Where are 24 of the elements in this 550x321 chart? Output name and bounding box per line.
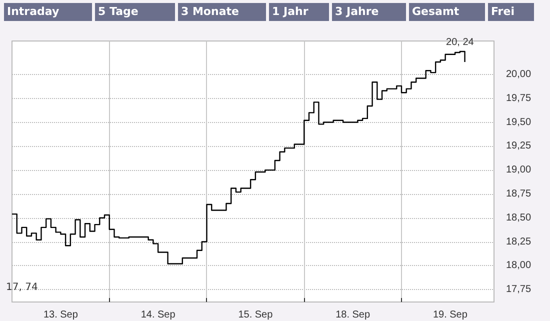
y-tick-label: 18,75	[506, 188, 532, 200]
text: Frei	[488, 3, 534, 21]
y-tick-label: 18,50	[506, 212, 532, 224]
text: 5 Tage	[95, 3, 175, 21]
text: Intraday	[4, 3, 92, 21]
text: Gesamt	[409, 3, 485, 21]
text: 1 Jahr	[269, 3, 329, 21]
y-tick-label: 19,25	[506, 140, 532, 152]
y-tick-label: 19,00	[506, 164, 532, 176]
y-tick-label: 18,25	[506, 236, 532, 248]
y-tick-label: 19,75	[506, 92, 532, 104]
y-tick-label: 17,75	[506, 284, 532, 296]
y-tick-label: 18,00	[506, 260, 532, 272]
y-tick-label: 19,50	[506, 116, 532, 128]
y-tick-label: 20,00	[506, 68, 532, 80]
annotation: 17, 74	[6, 282, 38, 293]
x-tick-label: 13. Sep	[43, 310, 78, 320]
x-tick-label: 14. Sep	[140, 310, 176, 320]
annotation: 20, 24	[446, 37, 474, 48]
text: 3 Monate	[178, 3, 266, 21]
x-tick-label: 19. Sep	[432, 310, 468, 320]
x-tick-label: 18. Sep	[336, 310, 370, 320]
text: 3 Jahre	[332, 3, 406, 21]
x-tick-label: 15. Sep	[238, 310, 274, 320]
